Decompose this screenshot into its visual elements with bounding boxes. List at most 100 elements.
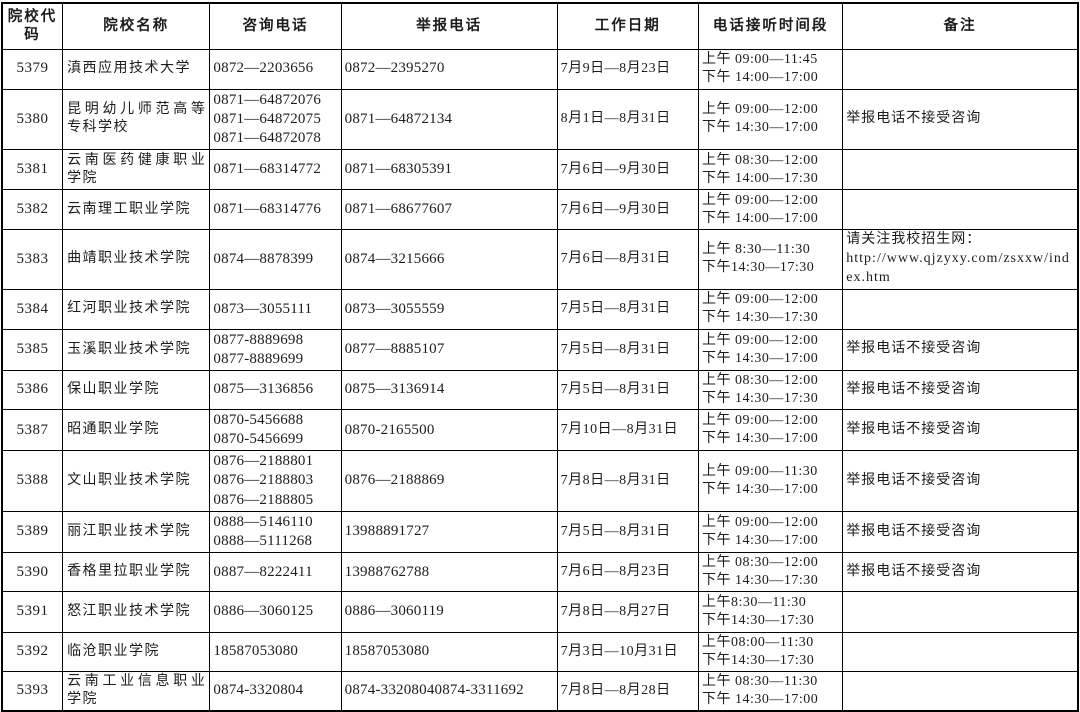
cell-remark: 举报电话不接受咨询 [842,552,1079,593]
cell-consult-phone: 0876—2188801 0876—2188803 0876—2188805 [209,450,342,512]
header-row: 院校代码 院校名称 咨询电话 举报电话 工作日期 电话接听时间段 备注 [1,2,1079,50]
cell-work-dates: 7月5日—8月31日 [556,288,699,330]
cell-report-phone: 0876—2188869 [340,450,558,512]
cell-name: 昆明幼儿师范高等专科学校 [62,88,211,151]
cell-code: 5380 [1,88,64,151]
cell-answer-hours: 上午 08:30—12:00 下午 14:30—17:30 [697,552,844,593]
cell-code: 5379 [1,48,64,90]
cell-work-dates: 7月5日—8月31日 [556,510,699,554]
cell-consult-phone: 0873—3055111 [209,288,342,330]
header-remark: 备注 [842,2,1079,50]
cell-name: 云南理工职业学院 [62,189,211,231]
cell-code: 5381 [1,149,64,191]
cell-name: 云南医药健康职业学院 [62,149,211,191]
cell-consult-phone: 0871—68314776 [209,189,342,231]
table-row: 5385 玉溪职业技术学院 0877-8889698 0877-8889699 … [1,328,1079,372]
cell-consult-phone: 18587053080 [209,632,342,672]
cell-code: 5393 [1,670,64,712]
cell-report-phone: 13988762788 [340,552,558,593]
cell-answer-hours: 上午 08:30—12:00 下午 14:30—17:30 [697,370,844,410]
cell-answer-hours: 上午 09:00—12:00 下午 14:30—17:00 [697,328,844,372]
cell-consult-phone: 0875—3136856 [209,370,342,410]
cell-work-dates: 7月6日—9月30日 [556,149,699,191]
cell-report-phone: 0871—68677607 [340,189,558,231]
table-header: 院校代码 院校名称 咨询电话 举报电话 工作日期 电话接听时间段 备注 [1,2,1079,50]
cell-answer-hours: 上午 09:00—12:00 下午 14:30—17:00 [697,408,844,452]
cell-code: 5387 [1,408,64,452]
table-row: 5392 临沧职业学院 18587053080 18587053080 7月3日… [1,632,1079,672]
cell-consult-phone: 0871—68314772 [209,149,342,191]
cell-code: 5390 [1,552,64,593]
cell-answer-hours: 上午 09:00—11:30 下午 14:30—17:00 [697,450,844,512]
cell-name: 保山职业学院 [62,370,211,410]
cell-code: 5383 [1,229,64,290]
cell-answer-hours: 上午 08:30—12:00 下午 14:00—17:30 [697,149,844,191]
cell-name: 丽江职业技术学院 [62,510,211,554]
table-row: 5387 昭通职业学院 0870-5456688 0870-5456699 08… [1,408,1079,452]
cell-consult-phone: 0887—8222411 [209,552,342,593]
table-row: 5384 红河职业技术学院 0873—3055111 0873—3055559 … [1,288,1079,330]
table-row: 5393 云南工业信息职业学院 0874-3320804 0874-332080… [1,670,1079,712]
cell-code: 5386 [1,370,64,410]
cell-remark: 举报电话不接受咨询 [842,510,1079,554]
cell-report-phone: 0871—68305391 [340,149,558,191]
table-row: 5391 怒江职业技术学院 0886—3060125 0886—3060119 … [1,591,1079,634]
cell-work-dates: 7月3日—10月31日 [556,632,699,672]
cell-remark [842,48,1079,90]
cell-name: 香格里拉职业学院 [62,552,211,593]
cell-code: 5385 [1,328,64,372]
cell-name: 昭通职业学院 [62,408,211,452]
table-row: 5388 文山职业技术学院 0876—2188801 0876—2188803 … [1,450,1079,512]
cell-code: 5388 [1,450,64,512]
header-answer-hours: 电话接听时间段 [697,2,844,50]
cell-code: 5384 [1,288,64,330]
cell-name: 云南工业信息职业学院 [62,670,211,712]
cell-report-phone: 0874—3215666 [340,229,558,290]
cell-work-dates: 7月9日—8月23日 [556,48,699,90]
cell-report-phone: 0870-2165500 [340,408,558,452]
cell-work-dates: 7月8日—8月28日 [556,670,699,712]
cell-work-dates: 7月6日—9月30日 [556,189,699,231]
cell-work-dates: 8月1日—8月31日 [556,88,699,151]
cell-remark [842,632,1079,672]
cell-consult-phone: 0886—3060125 [209,591,342,634]
cell-work-dates: 7月6日—8月23日 [556,552,699,593]
cell-name: 滇西应用技术大学 [62,48,211,90]
cell-answer-hours: 上午 09:00—11:45 下午 14:00—17:00 [697,48,844,90]
cell-report-phone: 0875—3136914 [340,370,558,410]
cell-report-phone: 0874-33208040874-3311692 [340,670,558,712]
cell-consult-phone: 0874—8878399 [209,229,342,290]
cell-code: 5389 [1,510,64,554]
cell-name: 临沧职业学院 [62,632,211,672]
table-row: 5386 保山职业学院 0875—3136856 0875—3136914 7月… [1,370,1079,410]
cell-report-phone: 13988891727 [340,510,558,554]
cell-remark: 举报电话不接受咨询 [842,88,1079,151]
cell-report-phone: 0877—8885107 [340,328,558,372]
cell-answer-hours: 上午 09:00—12:00 下午 14:30—17:00 [697,88,844,151]
cell-remark: 请关注我校招生网： http://www.qjzyxy.com/zsxxw/in… [842,229,1079,290]
cell-remark: 举报电话不接受咨询 [842,370,1079,410]
cell-name: 红河职业技术学院 [62,288,211,330]
table-row: 5382 云南理工职业学院 0871—68314776 0871—6867760… [1,189,1079,231]
cell-name: 玉溪职业技术学院 [62,328,211,372]
cell-name: 曲靖职业技术学院 [62,229,211,290]
cell-report-phone: 0873—3055559 [340,288,558,330]
cell-answer-hours: 上午 09:00—12:00 下午 14:00—17:00 [697,189,844,231]
cell-remark [842,591,1079,634]
cell-work-dates: 7月10日—8月31日 [556,408,699,452]
cell-code: 5382 [1,189,64,231]
cell-remark [842,288,1079,330]
cell-work-dates: 7月5日—8月31日 [556,328,699,372]
table-row: 5379 滇西应用技术大学 0872—2203656 0872—2395270 … [1,48,1079,90]
header-consult-phone: 咨询电话 [209,2,342,50]
cell-name: 文山职业技术学院 [62,450,211,512]
cell-consult-phone: 0874-3320804 [209,670,342,712]
cell-answer-hours: 上午 08:30—11:30 下午 14:30—17:00 [697,670,844,712]
table-row: 5389 丽江职业技术学院 0888—5146110 0888—5111268 … [1,510,1079,554]
header-code: 院校代码 [1,2,64,50]
cell-answer-hours: 上午 8:30—11:30 下午14:30—17:30 [697,229,844,290]
header-name: 院校名称 [62,2,211,50]
cell-remark [842,149,1079,191]
cell-code: 5391 [1,591,64,634]
